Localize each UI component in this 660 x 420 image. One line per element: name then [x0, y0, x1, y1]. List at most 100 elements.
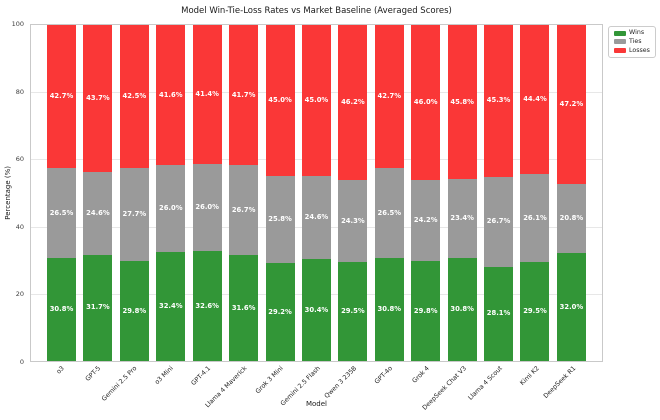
x-tick-label: Kimi K2 — [518, 365, 541, 387]
plot-area: 30.8% 26.5% 42.7% 31.7% 24.6% 43.7% 29.8% 27.7%… — [30, 24, 603, 362]
bar-segment-wins-gpt-4-1: 32.6% — [192, 251, 222, 361]
bar-value-label: 26.5% — [49, 208, 74, 217]
bar-gpt-4o: 30.8% 26.5% 42.7% — [374, 25, 404, 361]
y-tick-label-0: 0 — [19, 358, 24, 366]
legend-label-ties: Ties — [629, 37, 642, 45]
bar-gpt-4-1: 32.6% 26.0% 41.4% — [192, 25, 222, 361]
bar-segment-losses-gemini-2-5-pro: 42.5% — [119, 25, 149, 168]
bar-value-label: 42.7% — [377, 92, 402, 101]
bar-kimi-k2: 29.5% 26.1% 44.4% — [520, 25, 550, 361]
bar-segment-wins-llama-4-maverick: 31.6% — [229, 254, 259, 361]
bar-gemini-2-5-flash: 30.4% 24.6% 45.0% — [301, 25, 331, 361]
bar-value-label: 24.6% — [304, 213, 329, 222]
bar-value-label: 30.8% — [377, 304, 402, 313]
x-tick-label: GPT-4o — [373, 365, 395, 386]
y-tick-label-20: 20 — [15, 290, 24, 299]
bar-segment-wins-deepseek-r1: 32.0% — [556, 253, 586, 361]
bar-value-label: 43.7% — [86, 94, 110, 103]
bar-grok-3-mini: 29.2% 25.8% 45.0% — [265, 25, 295, 361]
bar-segment-ties-grok-4: 24.2% — [411, 179, 441, 261]
bar-value-label: 26.7% — [231, 205, 256, 214]
bar-segment-ties-grok-3-mini: 25.8% — [265, 176, 295, 263]
bar-segment-ties-gemini-2-5-pro: 27.7% — [119, 167, 149, 261]
bar-grok-4: 29.8% 24.2% 46.0% — [411, 25, 441, 361]
bar-segment-losses-grok-4: 46.0% — [411, 25, 441, 180]
bar-segment-ties-deepseek-chat-v3: 23.4% — [447, 178, 477, 258]
bar-value-label: 29.8% — [122, 306, 147, 315]
bars-container: 30.8% 26.5% 42.7% 31.7% 24.6% 43.7% 29.8% 27.7%… — [31, 25, 602, 361]
bar-value-label: 32.6% — [195, 301, 219, 310]
bar-segment-ties-gpt-4o: 26.5% — [374, 168, 404, 258]
legend: Wins Ties Losses — [608, 26, 656, 58]
bar-value-label: 45.8% — [450, 97, 474, 106]
bar-value-label: 31.7% — [86, 303, 110, 312]
bar-segment-ties-deepseek-r1: 20.8% — [556, 183, 586, 254]
bar-o3: 30.8% 26.5% 42.7% — [47, 25, 76, 361]
bar-segment-ties-llama-4-scout: 26.7% — [484, 176, 514, 267]
bar-value-label: 24.3% — [341, 216, 365, 225]
bar-segment-wins-qwen-3-235b: 29.5% — [338, 261, 368, 361]
bar-segment-losses-kimi-k2: 44.4% — [520, 25, 550, 175]
legend-swatch-losses — [614, 48, 626, 54]
legend-entry-losses: Losses — [614, 46, 650, 54]
bar-qwen-3-235b: 29.5% 24.3% 46.2% — [338, 25, 368, 361]
bar-value-label: 26.0% — [158, 204, 183, 213]
bar-segment-ties-gpt-5: 24.6% — [83, 171, 113, 255]
bar-value-label: 41.6% — [158, 90, 183, 99]
bar-llama-4-maverick: 31.6% 26.7% 41.7% — [229, 25, 259, 361]
bar-value-label: 32.4% — [158, 302, 183, 311]
bar-segment-ties-gemini-2-5-flash: 24.6% — [301, 176, 331, 259]
y-axis-ticks: 0 20 40 60 80 100 — [0, 20, 27, 366]
bar-segment-ties-o3-mini: 26.0% — [156, 164, 186, 253]
chart-title: Model Win-Tie-Loss Rates vs Market Basel… — [181, 6, 452, 16]
x-tick-label: o3 — [54, 365, 66, 376]
bar-segment-losses-gpt-4-1: 41.4% — [192, 25, 222, 165]
bar-segment-wins-gemini-2-5-pro: 29.8% — [119, 260, 149, 361]
bar-value-label: 29.2% — [268, 307, 292, 316]
x-tick-label: GPT-4.1 — [189, 365, 212, 388]
bar-segment-losses-o3: 42.7% — [47, 25, 76, 169]
bar-value-label: 31.6% — [231, 303, 256, 312]
bar-value-label: 45.0% — [268, 96, 292, 105]
bar-value-label: 32.0% — [559, 302, 584, 311]
bar-gpt-5: 31.7% 24.6% 43.7% — [83, 25, 113, 361]
bar-segment-losses-deepseek-r1: 47.2% — [556, 25, 586, 184]
bar-value-label: 24.6% — [86, 208, 110, 217]
bar-value-label: 42.7% — [49, 92, 74, 101]
bar-value-label: 42.5% — [122, 92, 147, 101]
bar-segment-losses-llama-4-scout: 45.3% — [484, 25, 514, 177]
legend-swatch-ties — [614, 39, 626, 45]
bar-segment-losses-gemini-2-5-flash: 45.0% — [301, 25, 331, 177]
bar-segment-wins-gpt-4o: 30.8% — [374, 257, 404, 361]
legend-entry-ties: Ties — [614, 37, 650, 45]
y-tick-label-100: 100 — [11, 20, 24, 28]
bar-llama-4-scout: 28.1% 26.7% 45.3% — [484, 25, 514, 361]
y-tick-label-60: 60 — [15, 155, 24, 164]
bar-value-label: 30.8% — [49, 304, 74, 313]
y-tick-label-40: 40 — [15, 222, 24, 231]
bar-value-label: 27.7% — [122, 209, 147, 218]
bar-value-label: 26.5% — [377, 208, 402, 217]
bar-value-label: 41.4% — [195, 90, 219, 99]
bar-segment-losses-qwen-3-235b: 46.2% — [338, 25, 368, 181]
bar-segment-wins-grok-3-mini: 29.2% — [265, 262, 295, 361]
bar-segment-losses-gpt-4o: 42.7% — [374, 25, 404, 169]
x-axis-label: Model — [305, 400, 328, 408]
bar-value-label: 47.2% — [559, 99, 584, 108]
bar-value-label: 25.8% — [268, 215, 292, 224]
bar-segment-wins-llama-4-scout: 28.1% — [484, 266, 514, 361]
x-tick-label: o3 Mini — [154, 365, 176, 387]
bar-value-label: 26.0% — [195, 203, 219, 212]
bar-segment-ties-o3: 26.5% — [47, 168, 76, 258]
bar-segment-wins-kimi-k2: 29.5% — [520, 261, 550, 361]
bar-value-label: 45.0% — [304, 96, 329, 105]
bar-value-label: 20.8% — [559, 214, 584, 223]
bar-segment-losses-grok-3-mini: 45.0% — [265, 25, 295, 177]
bar-segment-wins-gpt-5: 31.7% — [83, 254, 113, 361]
bar-value-label: 26.1% — [523, 213, 547, 222]
bar-value-label: 29.5% — [341, 307, 365, 316]
bar-segment-ties-llama-4-maverick: 26.7% — [229, 165, 259, 255]
bar-value-label: 28.1% — [486, 309, 511, 318]
legend-label-losses: Losses — [629, 46, 650, 54]
